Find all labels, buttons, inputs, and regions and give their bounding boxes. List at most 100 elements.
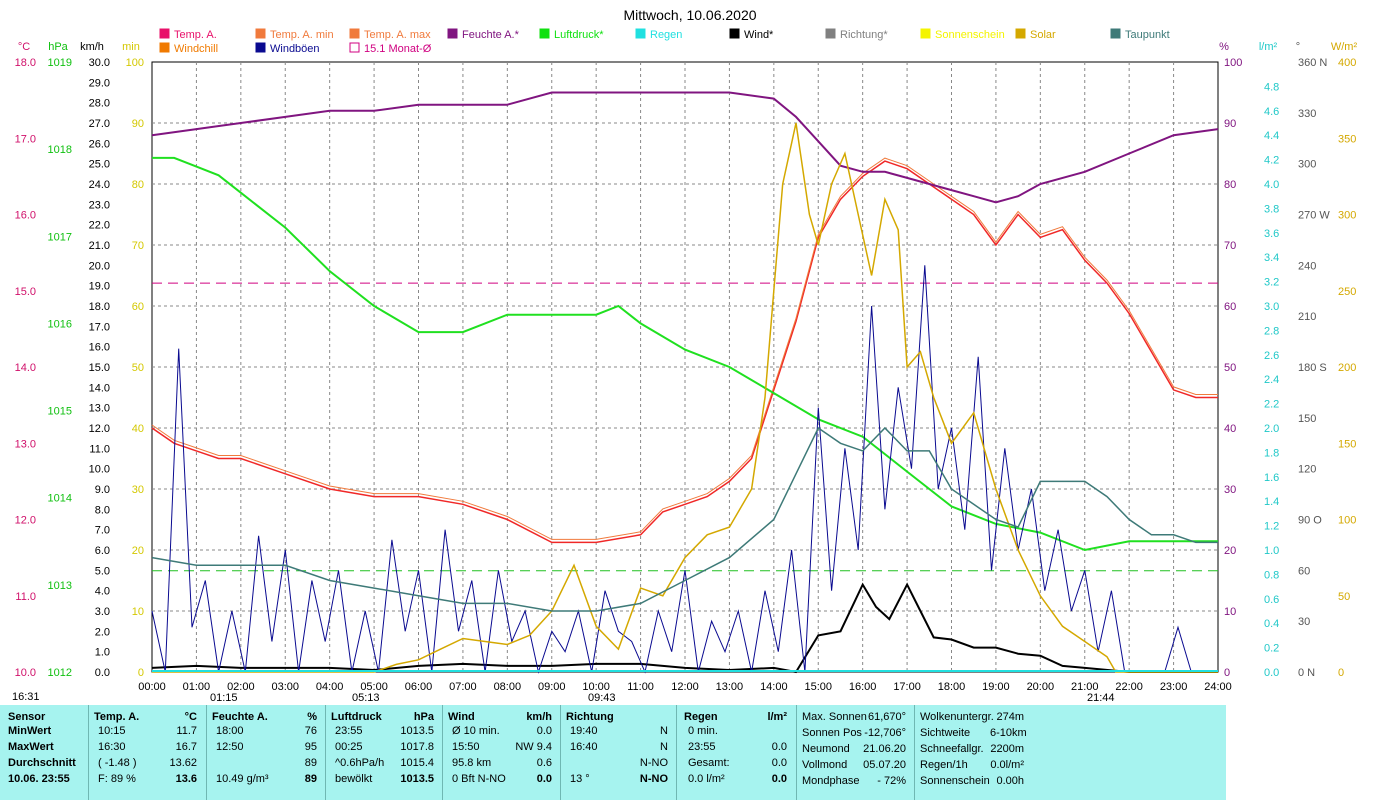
legend-swatch bbox=[635, 28, 646, 39]
kmh-axis-tick: 20.0 bbox=[89, 260, 110, 272]
temp-axis-tick: 16.0 bbox=[15, 210, 36, 222]
hpa-axis-tick: 1017 bbox=[48, 231, 72, 243]
x-tick-label: 06:00 bbox=[405, 681, 433, 693]
hpa-axis-tick: 1019 bbox=[48, 57, 72, 69]
temp-axis-tick: 15.0 bbox=[15, 286, 36, 298]
stats-sonne-label: Sonnen Pos bbox=[802, 727, 862, 739]
legend-label: Wind* bbox=[744, 29, 774, 41]
temp-axis-tick: 14.0 bbox=[15, 362, 36, 374]
wm2-axis-tick: 200 bbox=[1338, 362, 1356, 374]
legend-label: Temp. A. bbox=[174, 29, 217, 41]
stats-luftdruck-time: 00:25 bbox=[335, 741, 363, 753]
stats-wolken-label: Sichtweite bbox=[920, 727, 971, 739]
dir-axis-tick: 180 S bbox=[1298, 362, 1327, 374]
rain-axis-tick: 2.6 bbox=[1264, 350, 1279, 362]
stats-wind-value: NW 9.4 bbox=[515, 741, 552, 753]
pct-axis-tick: 80 bbox=[1224, 179, 1236, 191]
pct-axis-tick: 100 bbox=[1224, 57, 1242, 69]
stats-luftdruck-time: 23:55 bbox=[335, 725, 363, 737]
stats-luftdruck-unit: hPa bbox=[413, 711, 434, 723]
x-tick-label: 23:00 bbox=[1160, 681, 1188, 693]
stats-luftdruck-time: bewölkt bbox=[335, 773, 373, 785]
kmh-axis-tick: 2.0 bbox=[95, 626, 110, 638]
min-axis-tick: 30 bbox=[132, 484, 144, 496]
stats-sonne-value: 05.07.20 bbox=[863, 759, 906, 771]
rain-axis-tick: 4.8 bbox=[1264, 81, 1279, 93]
stats-wind-value: 0.0 bbox=[536, 773, 552, 785]
x-tick-label: 10:00 bbox=[582, 681, 610, 693]
stats-separator bbox=[796, 705, 797, 800]
dir-axis-tick: 120 bbox=[1298, 464, 1316, 476]
dir-axis-tick: 0 N bbox=[1298, 667, 1315, 679]
stats-richtung-value: N-NO bbox=[639, 757, 668, 769]
legend: Temp. A. Temp. A. min Temp. A. max Feuchte … bbox=[159, 28, 1170, 55]
kmh-axis-tick: 5.0 bbox=[95, 565, 110, 577]
min-axis-tick: 0 bbox=[138, 667, 144, 679]
rain-axis-tick: 1.2 bbox=[1264, 521, 1279, 533]
x-tick-label: 22:00 bbox=[1115, 681, 1143, 693]
stats-separator bbox=[560, 705, 561, 800]
kmh-axis-tick: 22.0 bbox=[89, 220, 110, 232]
min-axis-unit: min bbox=[122, 41, 140, 53]
legend-label: Taupunkt bbox=[1125, 29, 1170, 41]
rain-axis-tick: 0.0 bbox=[1264, 667, 1279, 679]
stats-separator bbox=[676, 705, 677, 800]
x-tick-label: 03:00 bbox=[271, 681, 299, 693]
rain-axis-tick: 1.8 bbox=[1264, 447, 1279, 459]
chart-title: Mittwoch, 10.06.2020 bbox=[623, 7, 756, 23]
kmh-axis-tick: 23.0 bbox=[89, 199, 110, 211]
weather-chart: Mittwoch, 10.06.2020 Temp. A. Temp. A. mi… bbox=[12, 7, 1357, 704]
dir-axis-tick: 330 bbox=[1298, 108, 1316, 120]
x-tick-label: 21:00 bbox=[1071, 681, 1099, 693]
x-tick-label: 08:00 bbox=[494, 681, 522, 693]
x-tick-label: 24:00 bbox=[1204, 681, 1232, 693]
stats-header: Sensor bbox=[8, 711, 46, 723]
time-marker: 16:31 bbox=[12, 691, 40, 703]
wm2-axis-tick: 350 bbox=[1338, 133, 1356, 145]
stats-separator bbox=[325, 705, 326, 800]
stats-regen-time: Gesamt: bbox=[688, 757, 730, 769]
x-tick-label: 15:00 bbox=[804, 681, 832, 693]
kmh-axis-tick: 28.0 bbox=[89, 98, 110, 110]
series-feuchte-a- bbox=[151, 91, 1219, 204]
stats-regen-time: 23:55 bbox=[688, 741, 716, 753]
wm2-axis-tick: 150 bbox=[1338, 438, 1356, 450]
min-axis-tick: 80 bbox=[132, 179, 144, 191]
stats-regen-time: 0 min. bbox=[688, 725, 718, 737]
min-axis-tick: 50 bbox=[132, 362, 144, 374]
x-tick-label: 20:00 bbox=[1027, 681, 1055, 693]
kmh-axis-tick: 17.0 bbox=[89, 321, 110, 333]
series-temp-max bbox=[151, 157, 1218, 540]
rain-axis-tick: 2.2 bbox=[1264, 399, 1279, 411]
dir-axis-tick: 300 bbox=[1298, 159, 1316, 171]
stats-sonne-label: Vollmond bbox=[802, 759, 848, 771]
legend-label: Regen bbox=[650, 29, 682, 41]
stats-luftdruck-value: 1013.5 bbox=[400, 725, 434, 737]
rain-axis-tick: 2.4 bbox=[1264, 374, 1279, 386]
stats-wind-value: 0.0 bbox=[536, 725, 552, 737]
stats-sonne-value: 61,670° bbox=[867, 711, 906, 723]
hpa-axis-tick: 1016 bbox=[48, 318, 72, 330]
kmh-axis-tick: 29.0 bbox=[89, 77, 110, 89]
rain-axis-tick: 3.2 bbox=[1264, 277, 1279, 289]
kmh-axis-tick: 11.0 bbox=[89, 443, 110, 455]
stats-wolken-label: Schneefallgr. bbox=[920, 743, 984, 755]
axes: 00:00 01:00 02:00 03:00 04:00 05:00 06:00 07:00… bbox=[12, 41, 1357, 704]
legend-swatch bbox=[920, 28, 931, 39]
stats-temp-header: Temp. A. bbox=[94, 711, 140, 723]
series-windb-en bbox=[151, 265, 1218, 674]
min-axis-tick: 90 bbox=[132, 118, 144, 130]
min-axis-tick: 40 bbox=[132, 423, 144, 435]
dir-axis-tick: 360 N bbox=[1298, 57, 1327, 69]
stats-richtung-time: 19:40 bbox=[570, 725, 598, 737]
kmh-axis-tick: 21.0 bbox=[89, 240, 110, 252]
stats-sonne-label: Mondphase bbox=[802, 775, 860, 787]
stats-temp-time: ( -1.48 ) bbox=[98, 757, 137, 769]
legend-label: Feuchte A.* bbox=[462, 29, 520, 41]
pct-axis-unit: % bbox=[1219, 41, 1229, 53]
pct-axis-tick: 40 bbox=[1224, 423, 1236, 435]
rain-axis-tick: 0.6 bbox=[1264, 594, 1279, 606]
stats-wind-unit: km/h bbox=[526, 711, 552, 723]
stats-separator bbox=[206, 705, 207, 800]
legend-label: Windböen bbox=[270, 43, 320, 55]
